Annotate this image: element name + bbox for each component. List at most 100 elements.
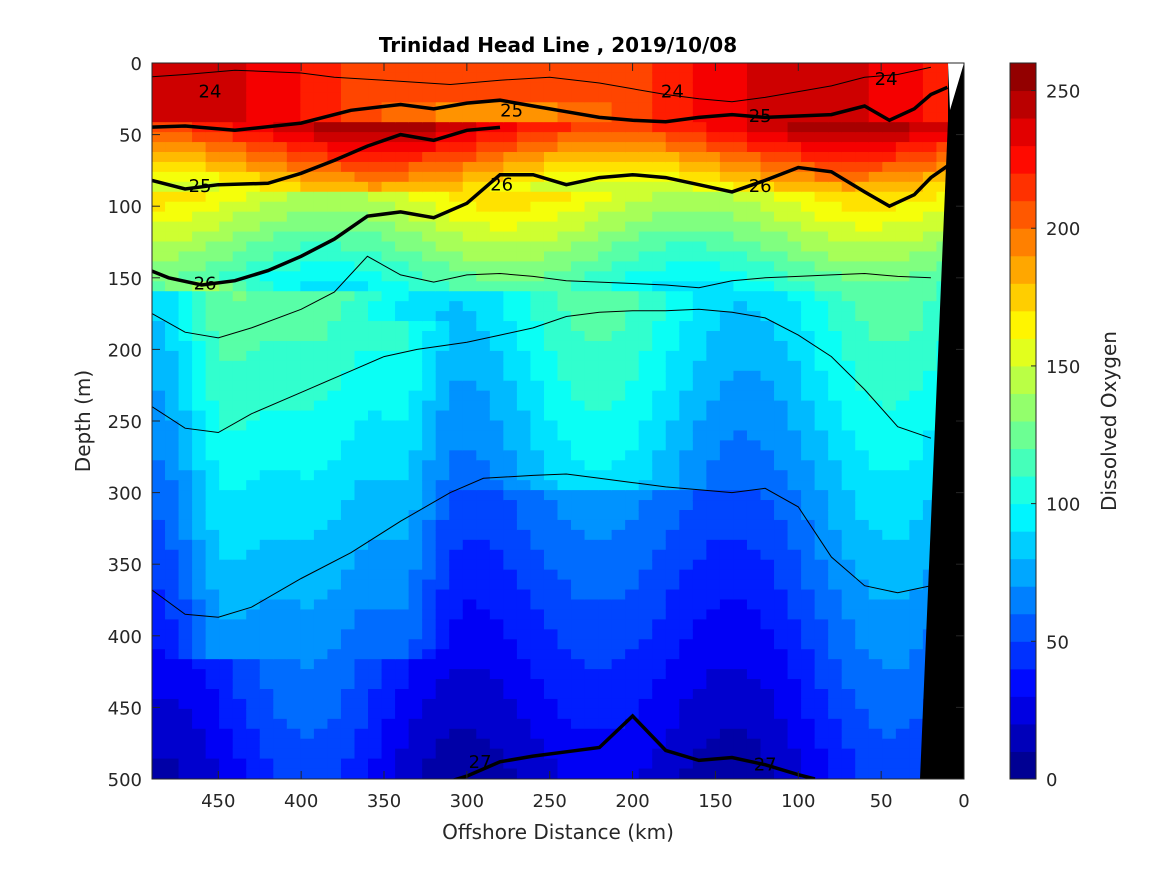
- field-cell: [611, 450, 627, 462]
- field-cell: [855, 82, 870, 94]
- field-cell: [638, 748, 654, 760]
- field-cell: [327, 440, 342, 452]
- field-cell: [801, 63, 816, 74]
- field-cell: [232, 539, 248, 551]
- field-cell: [408, 92, 424, 104]
- field-cell: [192, 291, 207, 303]
- field-cell: [868, 211, 884, 223]
- field-cell: [571, 251, 586, 263]
- field-cell: [652, 102, 667, 114]
- field-cell: [408, 529, 424, 541]
- field-cell: [152, 748, 167, 760]
- field-cell: [909, 440, 924, 452]
- field-cell: [449, 92, 464, 104]
- field-cell: [665, 311, 681, 323]
- field-cell: [557, 400, 573, 412]
- field-cell: [381, 480, 397, 492]
- field-cell: [557, 510, 573, 521]
- field-cell: [922, 63, 938, 74]
- field-cell: [246, 569, 261, 581]
- field-cell: [449, 480, 464, 492]
- field-cell: [828, 718, 843, 730]
- field-cell: [706, 311, 721, 323]
- field-cell: [313, 748, 329, 760]
- field-cell: [449, 698, 464, 710]
- field-cell: [692, 191, 708, 203]
- field-cell: [462, 72, 478, 84]
- field-cell: [516, 669, 532, 681]
- field-cell: [733, 261, 748, 273]
- field-cell: [192, 490, 207, 502]
- field-cell: [435, 271, 451, 283]
- field-cell: [368, 450, 383, 462]
- field-cell: [422, 718, 437, 730]
- field-cell: [192, 132, 207, 144]
- field-cell: [719, 161, 735, 173]
- field-cell: [909, 500, 924, 511]
- field-cell: [814, 191, 830, 203]
- field-cell: [922, 122, 938, 134]
- field-cell: [259, 619, 275, 631]
- field-cell: [408, 579, 424, 591]
- field-cell: [882, 370, 897, 382]
- field-cell: [584, 549, 600, 561]
- field-cell: [611, 221, 627, 233]
- field-cell: [787, 251, 803, 263]
- field-cell: [652, 132, 667, 144]
- field-cell: [354, 72, 370, 84]
- field-cell: [922, 251, 938, 263]
- field-cell: [462, 63, 478, 74]
- field-cell: [909, 629, 924, 641]
- field-cell: [435, 480, 451, 492]
- field-cell: [327, 82, 342, 94]
- field-cell: [395, 519, 410, 531]
- field-cell: [828, 500, 843, 511]
- field-cell: [489, 430, 505, 442]
- field-cell: [178, 291, 194, 303]
- field-cell: [814, 370, 830, 382]
- field-cell: [895, 102, 911, 114]
- field-cell: [503, 510, 518, 521]
- field-cell: [259, 82, 275, 94]
- field-cell: [340, 221, 356, 233]
- field-cell: [246, 768, 261, 779]
- field-cell: [719, 579, 735, 591]
- field-cell: [855, 529, 870, 541]
- field-cell: [313, 440, 329, 452]
- field-cell: [922, 271, 938, 283]
- field-cell: [395, 599, 410, 611]
- field-cell: [652, 559, 667, 571]
- field-cell: [625, 181, 640, 193]
- field-cell: [300, 619, 315, 631]
- field-cell: [882, 241, 897, 253]
- field-cell: [814, 261, 830, 273]
- field-cell: [841, 410, 857, 422]
- field-cell: [286, 559, 302, 571]
- field-cell: [814, 559, 830, 571]
- field-cell: [354, 400, 370, 412]
- field-cell: [855, 619, 870, 631]
- field-cell: [855, 679, 870, 690]
- field-cell: [286, 261, 302, 273]
- field-cell: [422, 758, 437, 770]
- field-cell: [922, 460, 938, 472]
- field-cell: [787, 440, 803, 452]
- field-cell: [922, 450, 938, 462]
- field-cell: [516, 191, 532, 203]
- field-cell: [246, 679, 261, 690]
- field-cell: [719, 241, 735, 253]
- field-cell: [354, 430, 370, 442]
- field-cell: [882, 72, 897, 84]
- field-cell: [692, 450, 708, 462]
- field-cell: [584, 281, 600, 293]
- field-cell: [814, 738, 830, 750]
- field-cell: [787, 519, 803, 531]
- field-cell: [503, 331, 518, 342]
- field-cell: [787, 539, 803, 551]
- field-cell: [503, 360, 518, 372]
- field-cell: [462, 748, 478, 760]
- field-cell: [503, 231, 518, 243]
- field-cell: [733, 221, 748, 233]
- field-cell: [219, 748, 234, 760]
- field-cell: [246, 609, 261, 621]
